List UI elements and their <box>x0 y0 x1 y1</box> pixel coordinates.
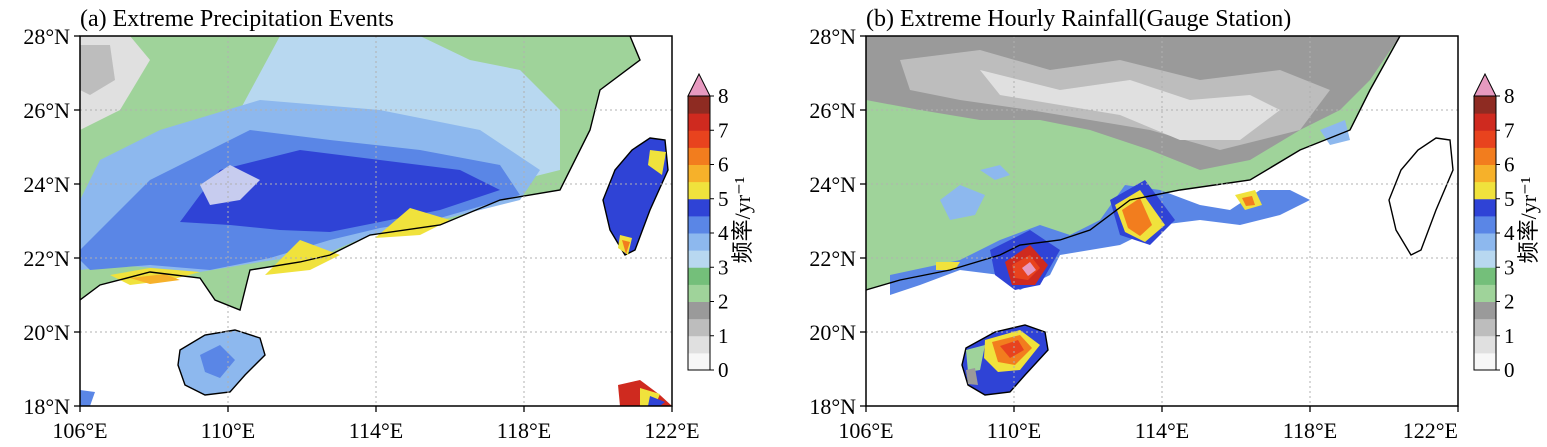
panel-b-y-tick-labels: 28°N 26°N 24°N 22°N 20°N 18°N <box>809 24 856 419</box>
panel-a-colorbar-segment <box>688 301 710 320</box>
panel-a-ytick: 28°N <box>23 24 70 49</box>
panel-a-map <box>80 36 672 406</box>
panel-a: (a) Extreme Precipitation Events <box>23 6 755 443</box>
panel-a-colorbar-segment <box>688 250 710 268</box>
panel-b-coastline <box>866 36 1401 291</box>
panel-a-colorbar-segment <box>688 198 710 217</box>
panel-b-colorbar-extend <box>1473 72 1497 97</box>
panel-b-xtick: 114°E <box>1135 418 1189 443</box>
panel-b-ytick: 28°N <box>809 24 856 49</box>
panel-b-colorbar-segment <box>1474 250 1496 268</box>
panel-b-ytick: 24°N <box>809 172 856 197</box>
panel-a-colorbar-segment <box>688 96 710 114</box>
panel-a-colorbar-tick-label: 2 <box>718 290 729 314</box>
panel-a-xtick: 118°E <box>497 418 551 443</box>
panel-a-colorbar-tick-label: 7 <box>718 118 729 142</box>
panel-b-xtick: 122°E <box>1403 418 1458 443</box>
panel-b-colorbar-tick-label: 5 <box>1504 187 1515 211</box>
panel-b-colorbar-segments: 0 1 2 3 4 5 6 7 8 <box>1473 72 1515 382</box>
panel-b-colorbar-segment <box>1474 164 1496 183</box>
panel-a-colorbar-tick-label: 0 <box>718 358 729 382</box>
panel-b-colorbar-label: 频率/yr⁻¹ <box>1516 177 1541 264</box>
panel-b-title: (b) Extreme Hourly Rainfall(Gauge Statio… <box>866 6 1291 32</box>
panel-b-xtick: 118°E <box>1283 418 1337 443</box>
panel-b-colorbar-segment <box>1474 96 1496 114</box>
panel-a-ytick: 22°N <box>23 246 70 271</box>
panel-a-colorbar-label: 频率/yr⁻¹ <box>730 177 755 264</box>
panel-a-colorbar-segment <box>688 233 710 251</box>
panel-a-colorbar-segment <box>688 215 710 234</box>
panel-b-colorbar-segment <box>1474 233 1496 251</box>
panel-b-colorbar-segment <box>1474 113 1496 131</box>
panel-b-colorbar-segment <box>1474 352 1496 371</box>
panel-b-ytick: 22°N <box>809 246 856 271</box>
panel-a-tick-marks <box>74 35 673 412</box>
panel-a-colorbar-segment <box>688 335 710 354</box>
panel-b-xtick: 110°E <box>987 418 1041 443</box>
panel-b-colorbar-tick-label: 4 <box>1504 221 1515 245</box>
panel-b-ytick: 26°N <box>809 98 856 123</box>
panel-b-colorbar-tick-label: 8 <box>1504 84 1515 108</box>
panel-a-colorbar-tick-label: 6 <box>718 153 729 177</box>
panel-b-map <box>866 36 1458 406</box>
panel-b-colorbar-tick-label: 2 <box>1504 290 1515 314</box>
panel-b-xtick: 106°E <box>838 418 893 443</box>
panel-b-gridlines <box>866 36 1458 406</box>
panel-a-colorbar-tick-label: 1 <box>718 324 729 348</box>
panel-a-colorbar-tick-label: 3 <box>718 255 729 279</box>
panel-b-colorbar-segment <box>1474 198 1496 217</box>
panel-a-ytick: 26°N <box>23 98 70 123</box>
panel-b-colorbar-tick-label: 6 <box>1504 153 1515 177</box>
panel-b-colorbar-tick-label: 7 <box>1504 118 1515 142</box>
panel-a-colorbar-segment <box>688 113 710 131</box>
panel-a-colorbar-extend <box>687 72 711 97</box>
panel-a-colorbar-segment <box>688 267 710 285</box>
panel-a-ytick: 20°N <box>23 320 70 345</box>
panel-a-colorbar-segment <box>688 147 710 165</box>
panel-b-colorbar-segment <box>1474 147 1496 165</box>
panel-b-ytick: 18°N <box>809 394 856 419</box>
panel-b-colorbar-segment <box>1474 215 1496 234</box>
panel-a-coastline <box>80 36 641 311</box>
panel-b-ytick: 20°N <box>809 320 856 345</box>
panel-a-xtick: 114°E <box>349 418 403 443</box>
panel-a-colorbar: 0 1 2 3 4 5 6 7 8 频率/yr⁻¹ <box>687 72 755 382</box>
panel-a-colorbar-tick-label: 8 <box>718 84 729 108</box>
panel-b-colorbar-segment <box>1474 335 1496 354</box>
panel-a-xtick: 110°E <box>201 418 255 443</box>
panel-b-colorbar-segment <box>1474 318 1496 337</box>
panel-b-tick-marks <box>860 35 1459 412</box>
panel-a-colorbar-segment <box>688 352 710 371</box>
panel-a-colorbar-segment <box>688 181 710 200</box>
panel-b-colorbar-tick-label: 3 <box>1504 255 1515 279</box>
panel-b-colorbar-segment <box>1474 130 1496 148</box>
panel-b-colorbar-segment <box>1474 181 1496 200</box>
panel-a-colorbar-segment <box>688 284 710 302</box>
panel-a-title: (a) Extreme Precipitation Events <box>80 6 394 32</box>
panel-b-colorbar-tick-label: 0 <box>1504 358 1515 382</box>
panel-a-ytick: 18°N <box>23 394 70 419</box>
panel-b-colorbar-segment <box>1474 267 1496 285</box>
panel-b-x-tick-labels: 106°E 110°E 114°E 118°E 122°E <box>838 418 1458 443</box>
panel-b-taiwan <box>1388 137 1454 256</box>
panel-a-colorbar-tick-label: 5 <box>718 187 729 211</box>
panel-b: (b) Extreme Hourly Rainfall(Gauge Statio… <box>809 6 1541 443</box>
panel-a-xtick: 122°E <box>644 418 699 443</box>
panel-a-colorbar-segment <box>688 164 710 183</box>
panel-a-gridlines <box>80 36 672 406</box>
panel-b-colorbar: 0 1 2 3 4 5 6 7 8 频率/yr⁻¹ <box>1473 72 1541 382</box>
panel-a-x-tick-labels: 106°E 110°E 114°E 118°E 122°E <box>52 418 699 443</box>
panel-a-colorbar-segments: 0 1 2 3 4 5 6 7 8 <box>687 72 729 382</box>
panel-b-colorbar-tick-label: 1 <box>1504 324 1515 348</box>
panel-b-colorbar-segment <box>1474 301 1496 320</box>
panel-a-xtick: 106°E <box>52 418 107 443</box>
panel-a-colorbar-segment <box>688 130 710 148</box>
panel-a-ytick: 24°N <box>23 172 70 197</box>
panel-a-y-tick-labels: 28°N 26°N 24°N 22°N 20°N 18°N <box>23 24 70 419</box>
panel-a-colorbar-tick-label: 4 <box>718 221 729 245</box>
panel-a-colorbar-segment <box>688 318 710 337</box>
panel-b-colorbar-segment <box>1474 284 1496 302</box>
